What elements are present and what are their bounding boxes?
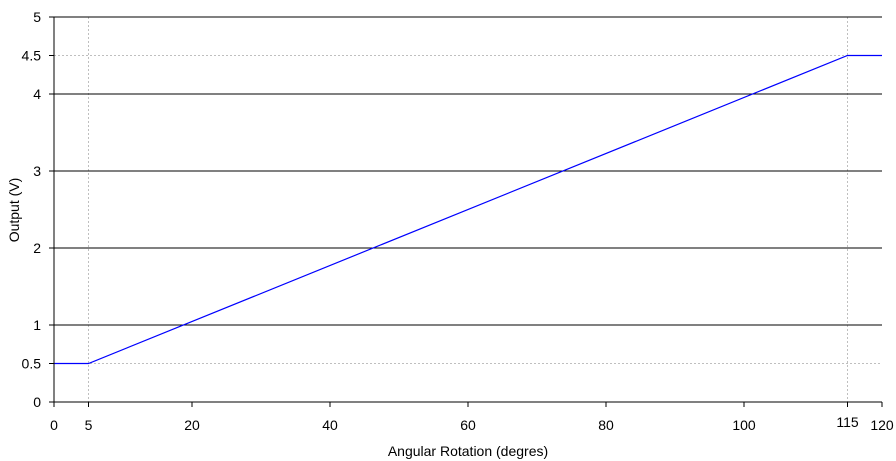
- y-tick-label: 0: [33, 394, 41, 410]
- y-tick-label: 4: [33, 86, 41, 102]
- x-tick-label: 100: [732, 417, 756, 433]
- y-tick-label: 1: [33, 317, 41, 333]
- x-tick-label: 80: [598, 417, 614, 433]
- x-axis-title: Angular Rotation (degres): [388, 443, 548, 459]
- grid-layer: [54, 17, 882, 402]
- x-tick-label: 0: [50, 417, 58, 433]
- x-tick-label: 60: [460, 417, 476, 433]
- series-line-0: [54, 54, 882, 365]
- y-tick-label: 4.5: [22, 48, 42, 64]
- x-tick-label: 20: [184, 417, 200, 433]
- y-tick-label: 5: [33, 9, 41, 25]
- x-tick-label: 5: [85, 417, 93, 433]
- y-tick-label: 2: [33, 240, 41, 256]
- x-tick-label: 40: [322, 417, 338, 433]
- tick-layer: 0 0.5 1 2 3 4 4.5 5 0 5 20 40 60 80 100 115 120: [22, 9, 894, 433]
- y-tick-label: 3: [33, 163, 41, 179]
- y-axis-title: Output (V): [6, 178, 22, 243]
- x-tick-label: 115: [836, 414, 859, 430]
- y-tick-label: 0.5: [22, 356, 42, 372]
- series-layer: [54, 54, 882, 365]
- x-tick-label: 120: [870, 417, 894, 433]
